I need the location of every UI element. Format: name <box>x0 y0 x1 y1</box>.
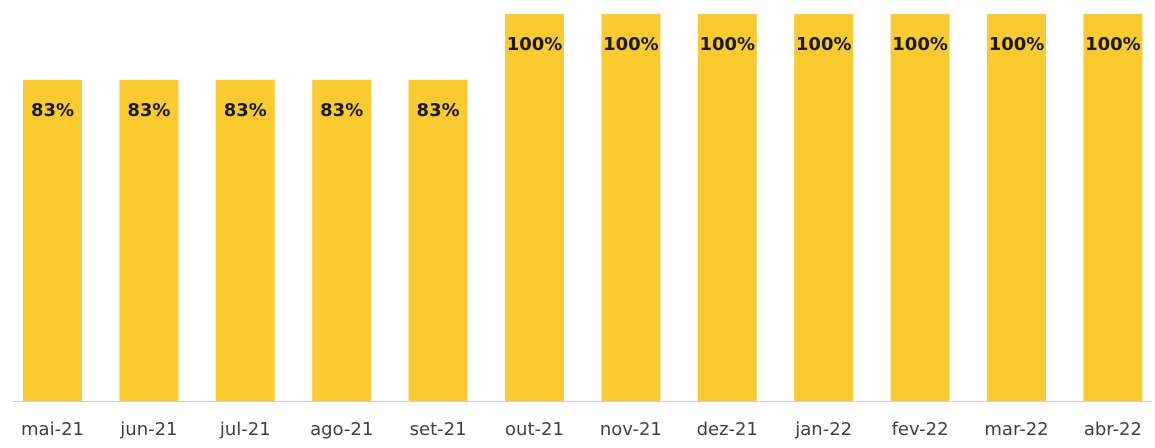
value-label: 83% <box>31 100 74 121</box>
x-tick-label: abr-22 <box>1084 419 1142 440</box>
bar <box>601 14 661 401</box>
value-label: 100% <box>796 34 852 55</box>
x-tick-label: fev-22 <box>892 419 949 440</box>
bar <box>697 14 757 401</box>
bar <box>987 14 1046 401</box>
x-tick-label: jun-21 <box>119 419 177 440</box>
x-tick-label: jul-21 <box>219 419 271 440</box>
x-tick-label: set-21 <box>410 419 467 440</box>
value-label: 83% <box>417 100 460 121</box>
bar <box>505 14 564 401</box>
value-label: 100% <box>1085 34 1141 55</box>
value-label: 83% <box>224 100 267 121</box>
bar <box>1083 14 1143 401</box>
bar <box>23 79 82 401</box>
value-label: 100% <box>603 34 659 55</box>
value-label: 100% <box>892 34 948 55</box>
x-tick-label: ago-21 <box>310 419 373 440</box>
bar <box>408 79 468 401</box>
bar <box>312 79 372 401</box>
x-tick-label: out-21 <box>505 419 564 440</box>
x-tick-label: mai-21 <box>21 419 84 440</box>
bar <box>890 14 950 401</box>
value-label: 83% <box>320 100 363 121</box>
x-tick-label: mar-22 <box>984 419 1048 440</box>
value-label: 100% <box>699 34 755 55</box>
value-label: 100% <box>507 34 563 55</box>
bar <box>119 79 179 401</box>
value-label: 100% <box>989 34 1045 55</box>
x-tick-label: nov-21 <box>600 419 662 440</box>
x-tick-label: dez-21 <box>697 419 758 440</box>
value-label: 83% <box>127 100 170 121</box>
bar <box>794 14 854 401</box>
bar <box>215 79 275 401</box>
x-tick-label: jan-22 <box>794 419 852 440</box>
